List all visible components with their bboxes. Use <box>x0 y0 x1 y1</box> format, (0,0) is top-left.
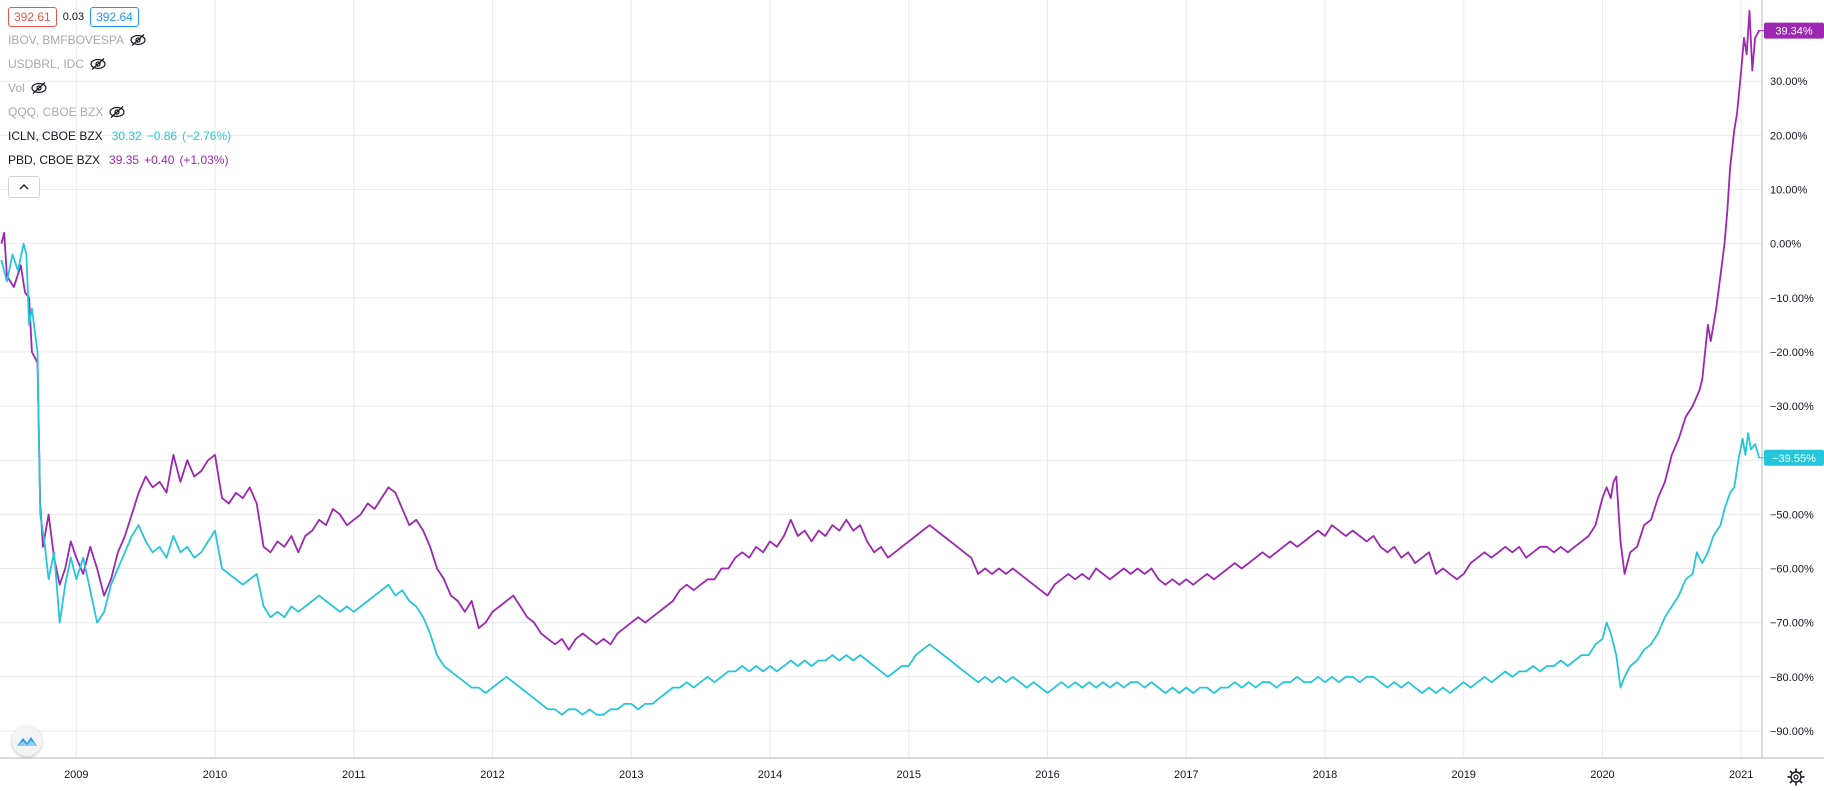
chevron-up-icon <box>19 184 29 190</box>
legend-series-last: 39.35 <box>109 153 140 167</box>
x-tick-label: 2018 <box>1313 769 1337 781</box>
x-tick-label: 2017 <box>1174 769 1198 781</box>
eye-off-icon[interactable] <box>30 81 48 95</box>
gear-icon[interactable] <box>1786 767 1806 787</box>
y-tick-label: −30.00% <box>1770 401 1814 413</box>
y-tick-label: −20.00% <box>1770 347 1814 359</box>
y-tick-label: −80.00% <box>1770 672 1814 684</box>
y-tick-label: 0.00% <box>1770 239 1801 251</box>
legend-series-row[interactable]: PBD, CBOE BZX 39.35 +0.40 (+1.03%) <box>8 148 231 172</box>
legend-series-row[interactable]: Vol <box>8 76 231 100</box>
x-tick-label: 2015 <box>897 769 921 781</box>
x-tick-label: 2019 <box>1451 769 1475 781</box>
legend-series-name: Vol <box>8 81 25 95</box>
y-tick-label: −60.00% <box>1770 564 1814 576</box>
bid-price[interactable]: 392.61 <box>8 7 57 27</box>
legend-series-name: IBOV, BMFBOVESPA <box>8 33 125 47</box>
x-tick-label: 2010 <box>203 769 227 781</box>
x-tick-label: 2014 <box>758 769 782 781</box>
legend-series-row[interactable]: ICLN, CBOE BZX 30.32 −0.86 (−2.76%) <box>8 124 231 148</box>
eye-off-icon[interactable] <box>129 33 147 47</box>
axes <box>0 0 1824 759</box>
legend-series-change: −0.86 <box>146 129 178 143</box>
x-tick-label: 2012 <box>480 769 504 781</box>
legend-series-row[interactable]: IBOV, BMFBOVESPA <box>8 28 231 52</box>
series-line <box>0 242 1761 716</box>
legend-series-change-pct: (−2.76%) <box>182 129 232 143</box>
legend-series-name: PBD, CBOE BZX <box>8 153 101 167</box>
y-tick-label: −90.00% <box>1770 726 1814 738</box>
x-tick-label: 2011 <box>342 769 366 781</box>
y-tick-label: −50.00% <box>1770 509 1814 521</box>
y-tick-label: −10.00% <box>1770 293 1814 305</box>
collapse-legend-button[interactable] <box>8 176 40 198</box>
legend-series-name: USDBRL, IDC <box>8 57 85 71</box>
legend-series-change: +0.40 <box>144 153 175 167</box>
last-value-badge <box>1764 449 1824 466</box>
grid <box>0 0 1762 758</box>
legend-series-last: 30.32 <box>111 129 142 143</box>
tradingview-logo-icon[interactable] <box>12 726 42 756</box>
series-list: IBOV, BMFBOVESPA USDBRL, IDC Vol QQQ, CBOE … <box>8 28 231 172</box>
eye-off-icon[interactable] <box>89 57 107 71</box>
tick-labels: 30.00% 20.00% 10.00% 0.00% −10.00% −20.00% −30… <box>64 76 1814 781</box>
eye-off-icon[interactable] <box>108 105 126 119</box>
last-value-badges: 39.34% −39.55% <box>1758 22 1824 466</box>
x-tick-label: 2016 <box>1035 769 1059 781</box>
x-tick-label: 2009 <box>64 769 88 781</box>
spread-value: 0.03 <box>62 11 85 23</box>
last-value-label: −39.55% <box>1772 453 1816 465</box>
legend-series-row[interactable]: USDBRL, IDC <box>8 52 231 76</box>
legend: 392.61 0.03 392.64 IBOV, BMFBOVESPA USDBR… <box>8 6 231 198</box>
ask-price[interactable]: 392.64 <box>90 7 139 27</box>
x-tick-label: 2020 <box>1590 769 1614 781</box>
y-tick-label: 20.00% <box>1770 130 1808 142</box>
legend-series-change-pct: (+1.03%) <box>179 153 229 167</box>
last-value-badge <box>1764 22 1824 39</box>
legend-series-row[interactable]: QQQ, CBOE BZX <box>8 100 231 124</box>
y-tick-label: 30.00% <box>1770 76 1808 88</box>
last-value-label: 39.34% <box>1775 26 1813 38</box>
x-tick-label: 2021 <box>1729 769 1753 781</box>
y-tick-label: −70.00% <box>1770 618 1814 630</box>
price-row: 392.61 0.03 392.64 <box>8 6 231 28</box>
series-line <box>0 9 1760 651</box>
x-tick-label: 2013 <box>619 769 643 781</box>
legend-series-name: ICLN, CBOE BZX <box>8 129 103 143</box>
legend-series-name: QQQ, CBOE BZX <box>8 105 104 119</box>
series-lines <box>0 9 1761 716</box>
y-tick-label: 10.00% <box>1770 185 1808 197</box>
